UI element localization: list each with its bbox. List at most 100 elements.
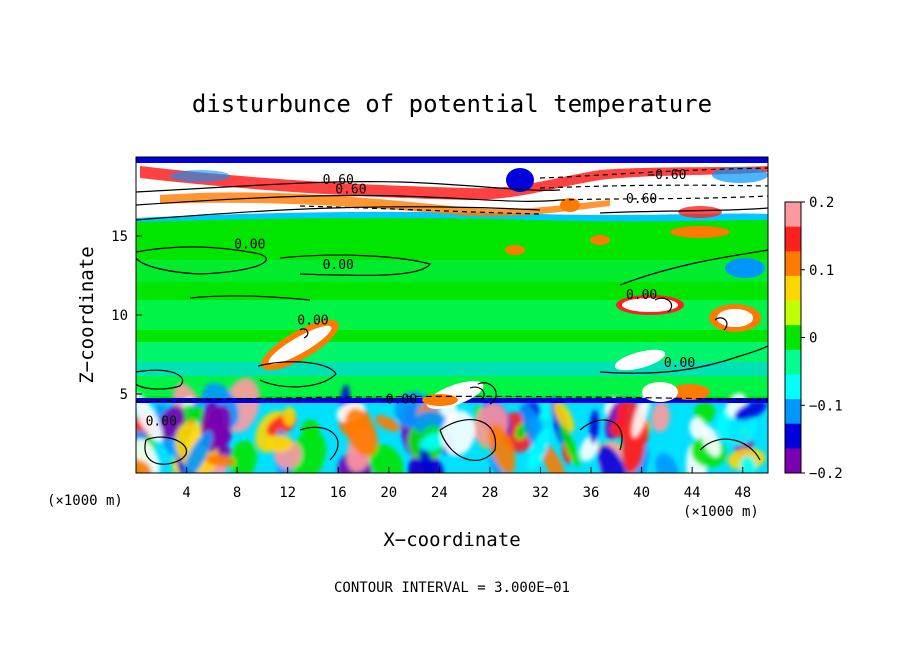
- plot-area: 0.000.000.000.600.60−0.600.600.000.000.0…: [136, 157, 768, 473]
- x-tick-label: 16: [330, 485, 347, 501]
- turbulence-blob: [701, 425, 721, 457]
- contour-line: [539, 184, 768, 189]
- turbulence-blob: [375, 415, 400, 432]
- contour-label: 0.00: [664, 356, 695, 371]
- contour-label: 0.00: [297, 313, 328, 328]
- x-tick-label: 44: [684, 485, 701, 501]
- contour-line: [189, 295, 311, 301]
- contour-line: [136, 369, 183, 390]
- contour-line: [136, 395, 768, 403]
- y-axis-ticks: 5 10 15: [111, 229, 142, 403]
- plume-blob: [725, 258, 765, 278]
- x-tick-label: 40: [633, 485, 650, 501]
- upper-band-red-streak: [140, 166, 768, 200]
- contour-interval-label: CONTOUR INTERVAL = 3.000E−01: [334, 580, 570, 596]
- y-tick-label: 15: [111, 229, 128, 245]
- contour-line: [299, 205, 541, 215]
- contour-line: [619, 249, 768, 286]
- turbulence-blob: [136, 459, 152, 473]
- turbulence-blob: [136, 392, 163, 443]
- upper-band-blob: [170, 170, 230, 182]
- contour-line: [136, 181, 561, 193]
- turbulence-blob: [740, 455, 756, 473]
- contour-line: [299, 328, 309, 339]
- contour-line: [469, 386, 485, 401]
- colorbar-tick-label: 0.1: [809, 263, 834, 279]
- contour-line: [279, 254, 431, 277]
- contour-line: [136, 206, 541, 221]
- turbulence-blob: [301, 419, 320, 439]
- contour-label: 0.60: [335, 182, 366, 197]
- x-tick-label: 4: [182, 485, 190, 501]
- x-unit-label: (×1000 m): [47, 493, 123, 509]
- plume-blob: [614, 349, 666, 371]
- colorbar-swatch: [785, 300, 801, 326]
- turbulence-blob: [597, 444, 628, 473]
- x-tick-label: 36: [583, 485, 600, 501]
- colorbar-swatch: [785, 374, 801, 400]
- plume-blob: [505, 245, 525, 255]
- colorbar-tick-label: 0: [809, 331, 817, 347]
- contour-line: [539, 167, 768, 179]
- turbulence-blob: [655, 453, 679, 473]
- x-tick-label: 20: [380, 485, 397, 501]
- x-axis-label: X−coordinate: [383, 529, 520, 551]
- turbulence-blob: [419, 447, 435, 473]
- plume-blob: [590, 235, 610, 245]
- turbulence-blob: [559, 423, 581, 467]
- contour-line: [559, 195, 768, 201]
- contour-line: [136, 246, 267, 275]
- turbulence-blob: [527, 427, 550, 472]
- upper-band-red-streak: [160, 192, 610, 217]
- turbulence-blob: [589, 409, 599, 444]
- contour-label: 0.00: [323, 258, 354, 273]
- y-tick-label: 10: [111, 308, 128, 324]
- upper-band-lower-edge: [136, 217, 768, 232]
- contour-line: [599, 207, 768, 214]
- plume-blob: [642, 382, 678, 402]
- contour-line: [654, 297, 673, 313]
- turbulence-field: [136, 377, 767, 473]
- turbulence-blob: [183, 431, 213, 473]
- upper-band-blob: [712, 167, 768, 183]
- turbulence-blob: [265, 434, 294, 453]
- plume-blob: [670, 384, 710, 400]
- plume-blob: [670, 226, 730, 238]
- x-tick-label: 8: [233, 485, 241, 501]
- colorbar-tick-label: 0.2: [809, 195, 834, 211]
- colorbar-swatch: [785, 448, 801, 474]
- contour-label: 0.60: [626, 192, 657, 207]
- turbulence-blob: [694, 401, 716, 423]
- colorbar-swatch: [785, 325, 801, 351]
- contour-line: [579, 419, 623, 451]
- contour-line: [136, 194, 561, 206]
- plume-core: [624, 299, 676, 311]
- contour-label: 0.00: [146, 415, 177, 430]
- turbulence-blob: [651, 401, 671, 433]
- contour-label: −0.60: [647, 168, 686, 183]
- chart-title: disturbunce of potential temperature: [192, 90, 712, 118]
- plume-blob: [422, 394, 458, 406]
- upper-band-blob: [678, 206, 722, 218]
- x-axis-ticks: 4 8 12 16 20 24 28 32 36 40 44 48: [182, 467, 751, 501]
- x-tick-label: 48: [734, 485, 751, 501]
- turbulence-blob: [540, 442, 567, 473]
- contour-label: 0.00: [626, 288, 657, 303]
- contour-line: [257, 361, 337, 388]
- contour-line: [144, 436, 188, 465]
- contour-line: [699, 438, 761, 461]
- contour-line: [599, 345, 768, 374]
- colorbar-swatch: [785, 399, 801, 425]
- contour-line: [299, 426, 339, 461]
- colorbar-swatch: [785, 423, 801, 449]
- x-tick-label: 24: [431, 485, 448, 501]
- turbulence-blob: [488, 423, 516, 473]
- plume-core: [268, 325, 332, 365]
- colorbar-tick-label: −0.1: [809, 398, 843, 414]
- y-axis-label: Z−coordinate: [76, 246, 98, 383]
- contour-label: 0.60: [323, 173, 354, 188]
- turbulence-blob: [609, 420, 628, 438]
- turbulence-blob: [345, 408, 378, 457]
- turbulence-blob: [441, 410, 476, 456]
